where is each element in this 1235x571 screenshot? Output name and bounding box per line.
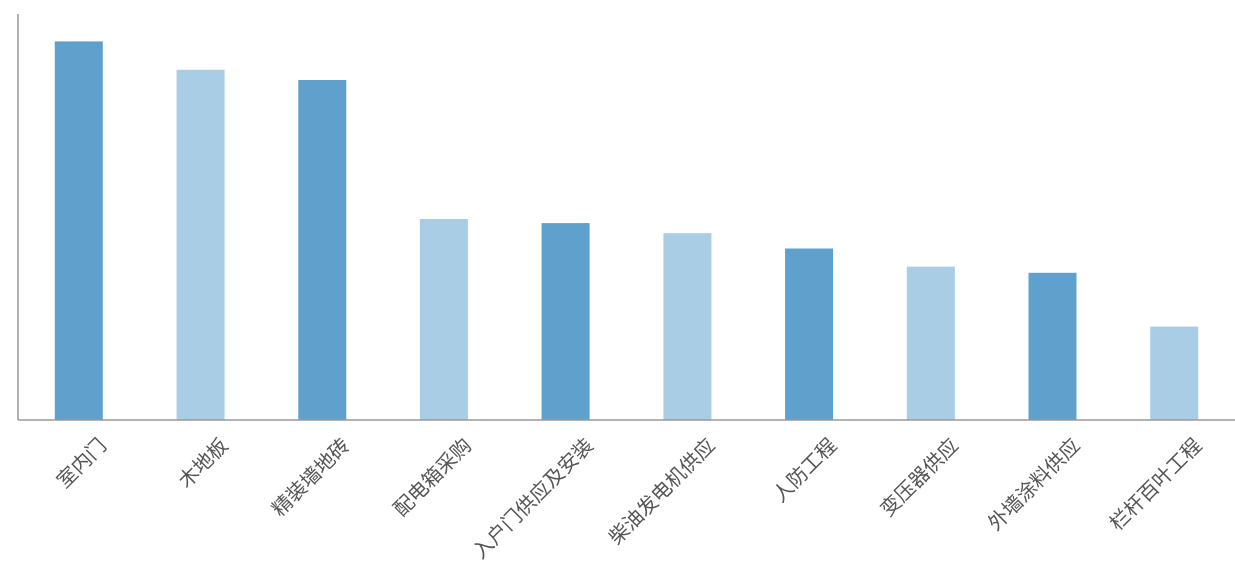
bar-3 [298, 80, 347, 420]
bar-1 [54, 41, 103, 421]
x-tick-label-6: 柴油发电机供应 [604, 433, 720, 549]
bar-7 [785, 248, 834, 420]
x-tick-label-7: 人防工程 [768, 433, 842, 507]
x-tick-label-4: 配电箱采购 [389, 433, 477, 521]
x-tick-label-3: 精装墙地砖 [267, 433, 355, 521]
axes-group [17, 14, 1235, 421]
bar-6 [663, 233, 712, 420]
x-tick-label-8: 变压器供应 [875, 433, 963, 521]
x-tick-label-10: 栏杆百叶工程 [1105, 433, 1207, 535]
bar-9 [1028, 272, 1077, 420]
bar-5 [541, 223, 590, 420]
bars-group [54, 41, 1199, 421]
bar-10 [1150, 326, 1199, 420]
bar-2 [176, 69, 225, 421]
bar-8 [906, 266, 955, 420]
x-tick-label-9: 外墙涂料供应 [983, 433, 1085, 535]
x-tick-label-2: 木地板 [173, 433, 232, 492]
x-tick-label-1: 室内门 [52, 433, 111, 492]
x-tick-label-5: 入户门供应及安装 [468, 433, 598, 563]
bar-4 [419, 219, 468, 420]
